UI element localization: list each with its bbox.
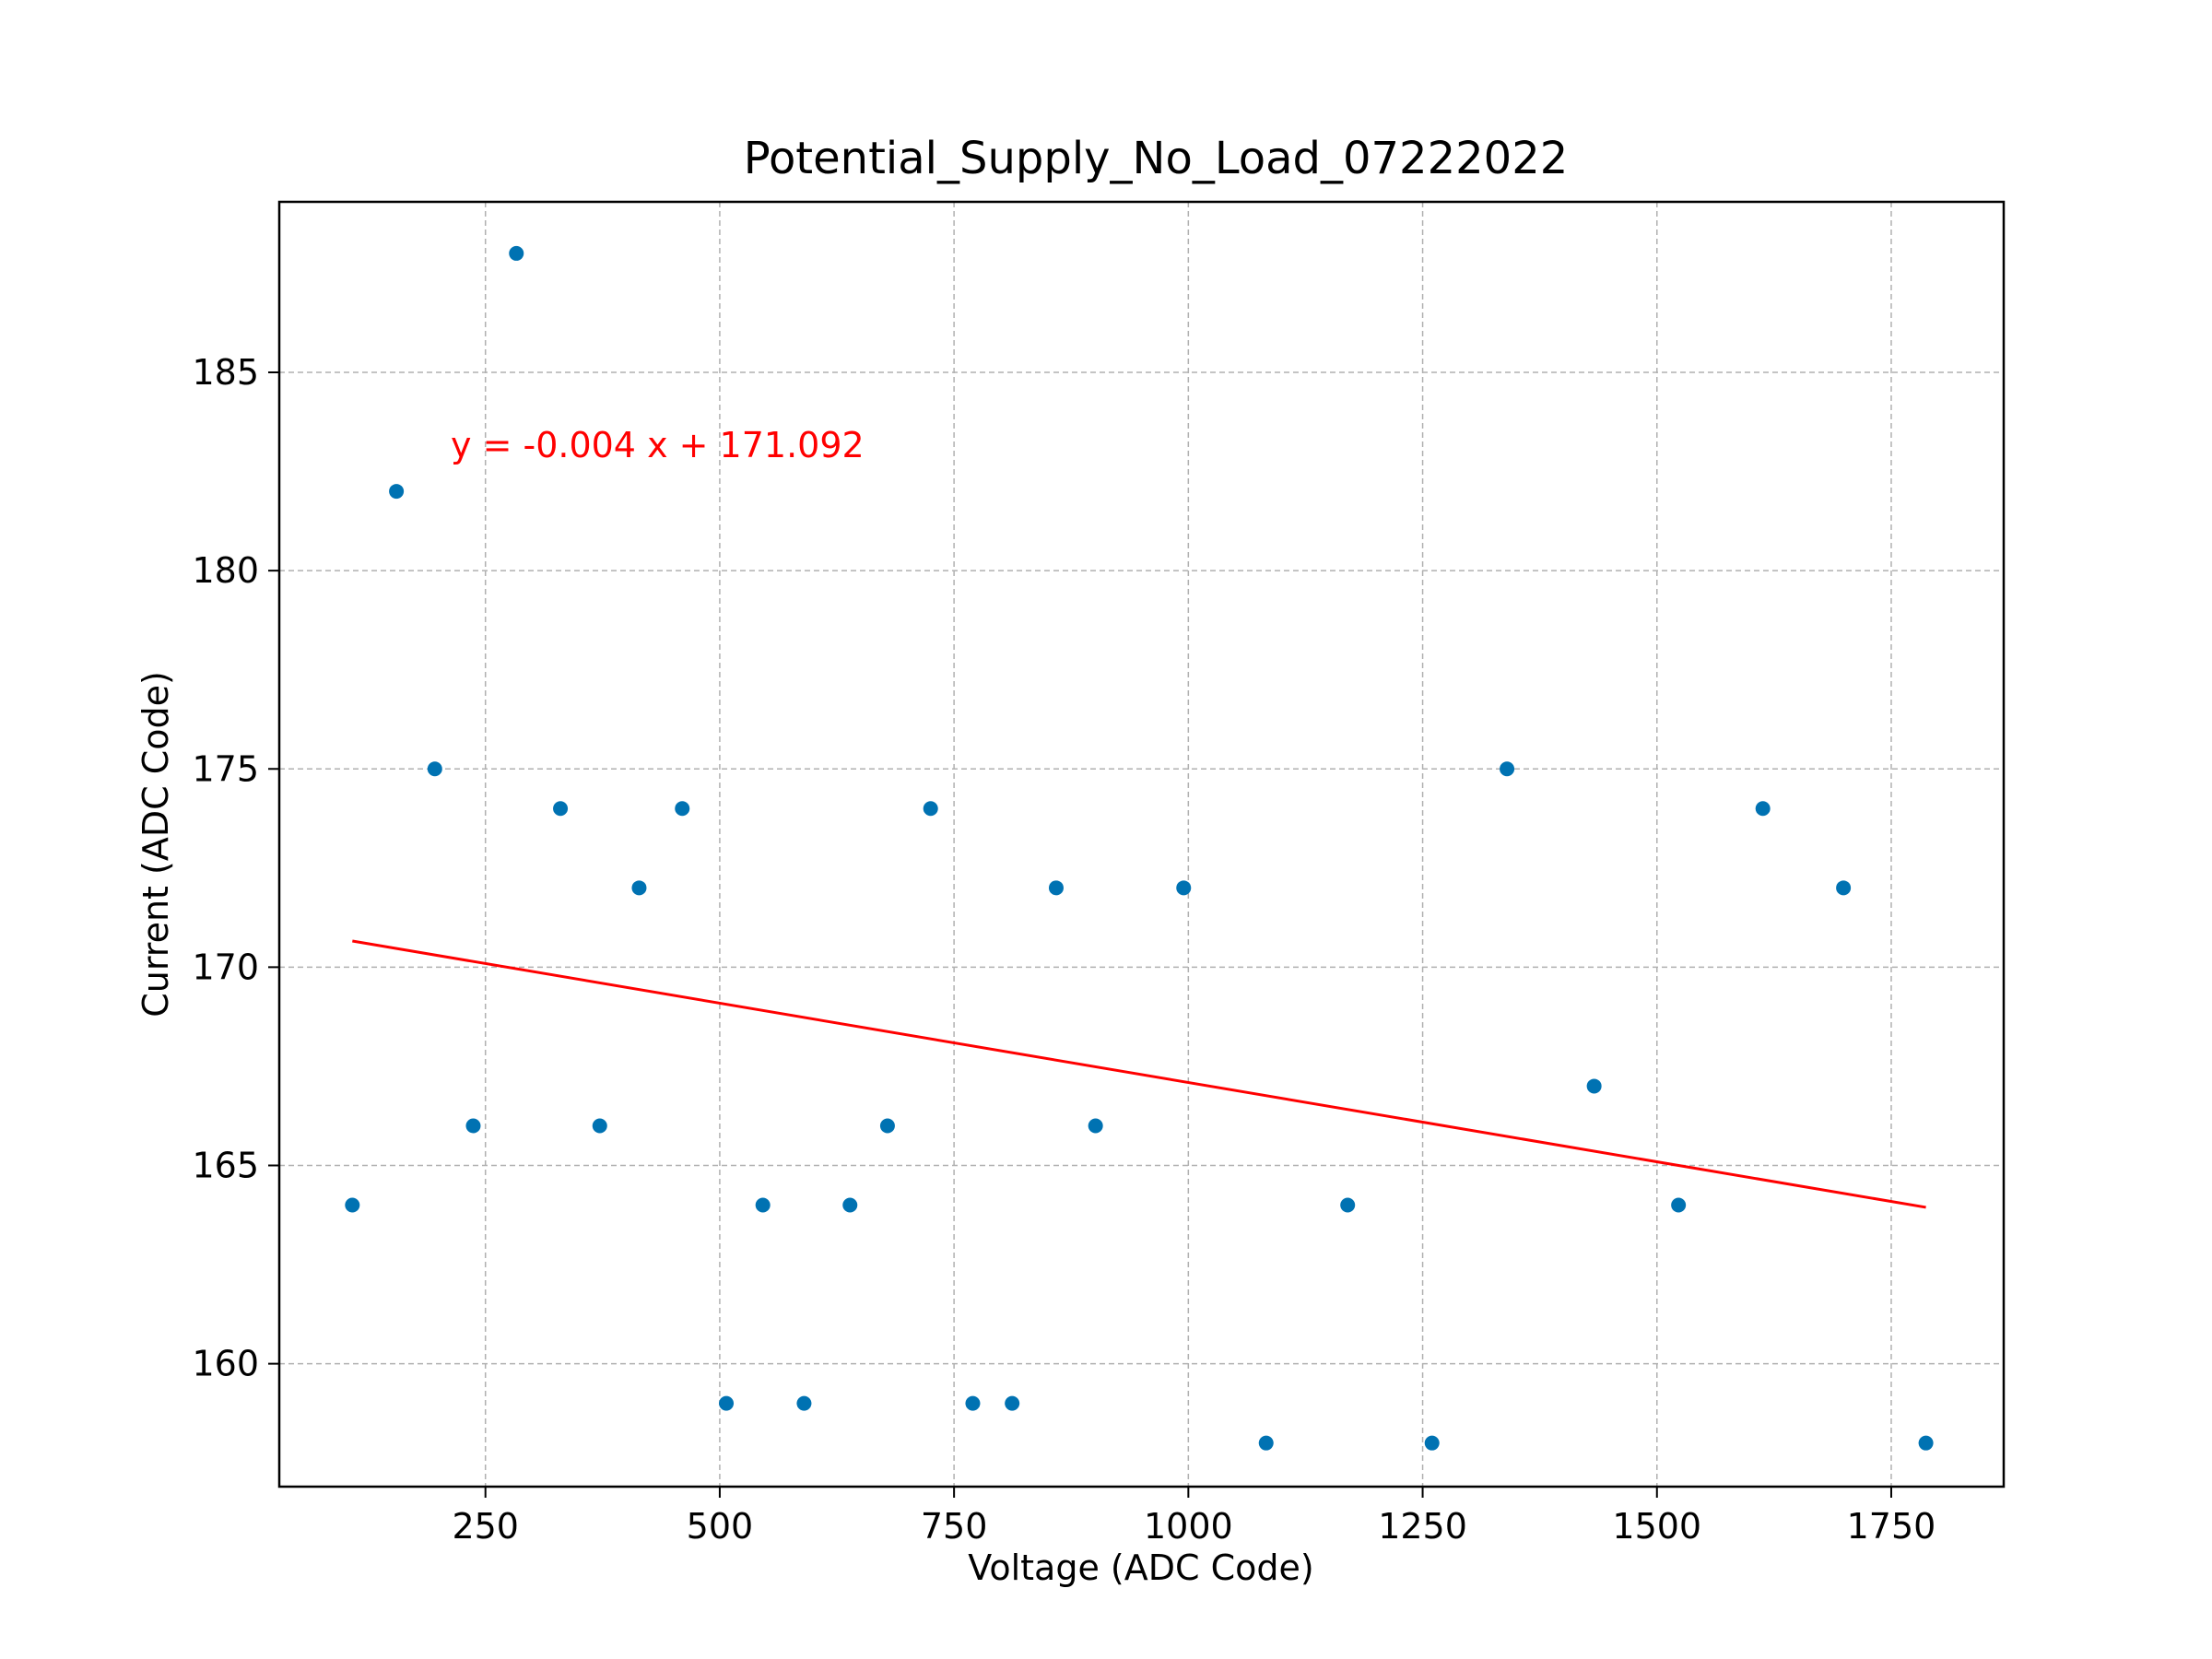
data-point	[796, 1395, 812, 1411]
y-tick-label: 170	[192, 947, 259, 987]
x-tick-label: 1000	[1144, 1506, 1233, 1547]
data-point	[719, 1395, 735, 1411]
data-point	[553, 801, 569, 817]
data-point	[592, 1118, 607, 1134]
x-tick-label: 750	[921, 1506, 988, 1547]
x-tick-label: 1250	[1378, 1506, 1467, 1547]
chart-title: Potential_Supply_No_Load_07222022	[744, 133, 1569, 184]
data-point	[465, 1118, 481, 1134]
x-tick-label: 500	[687, 1506, 754, 1547]
y-tick-label: 175	[192, 748, 259, 789]
y-tick-label: 185	[192, 352, 259, 393]
data-points	[345, 245, 1934, 1451]
data-point	[1500, 761, 1515, 777]
x-tick-label: 250	[452, 1506, 519, 1547]
grid-lines	[279, 202, 2004, 1487]
data-point	[389, 484, 405, 500]
y-axis-ticks: 160 165 170 175 180 185	[192, 352, 279, 1384]
x-axis-ticks: 250 500 750 1000 1250 1500 1750	[452, 1487, 1936, 1547]
plot-frame	[277, 200, 2006, 1488]
x-tick-label: 1750	[1847, 1506, 1936, 1547]
fit-line-layer	[352, 939, 1926, 1209]
data-point	[1671, 1197, 1687, 1213]
data-point	[345, 1197, 360, 1213]
data-point	[879, 1118, 895, 1134]
fit-line	[352, 939, 1926, 1209]
data-point	[1088, 1118, 1103, 1134]
y-tick-label: 180	[192, 550, 259, 591]
data-point	[1340, 1197, 1356, 1213]
y-axis-label: Current (ADC Code)	[135, 671, 176, 1018]
data-point	[1836, 880, 1852, 896]
data-point	[755, 1197, 771, 1213]
data-point	[1176, 880, 1192, 896]
data-point	[1005, 1395, 1020, 1411]
data-point	[1586, 1078, 1602, 1094]
data-point	[1755, 801, 1771, 817]
y-tick-label: 165	[192, 1146, 259, 1186]
data-point	[1424, 1435, 1440, 1451]
data-point	[675, 801, 690, 817]
x-tick-label: 1500	[1612, 1506, 1701, 1547]
data-point	[1258, 1435, 1274, 1451]
data-point	[923, 801, 938, 817]
data-point	[1918, 1435, 1934, 1451]
x-axis-label: Voltage (ADC Code)	[968, 1547, 1313, 1588]
data-point	[1048, 880, 1064, 896]
y-tick-label: 160	[192, 1344, 259, 1384]
fit-equation-annotation: y = -0.004 x + 171.092	[451, 425, 865, 465]
data-point	[509, 245, 524, 261]
data-point	[631, 880, 647, 896]
data-point	[965, 1395, 981, 1411]
data-point	[427, 761, 442, 777]
data-point	[842, 1197, 858, 1213]
